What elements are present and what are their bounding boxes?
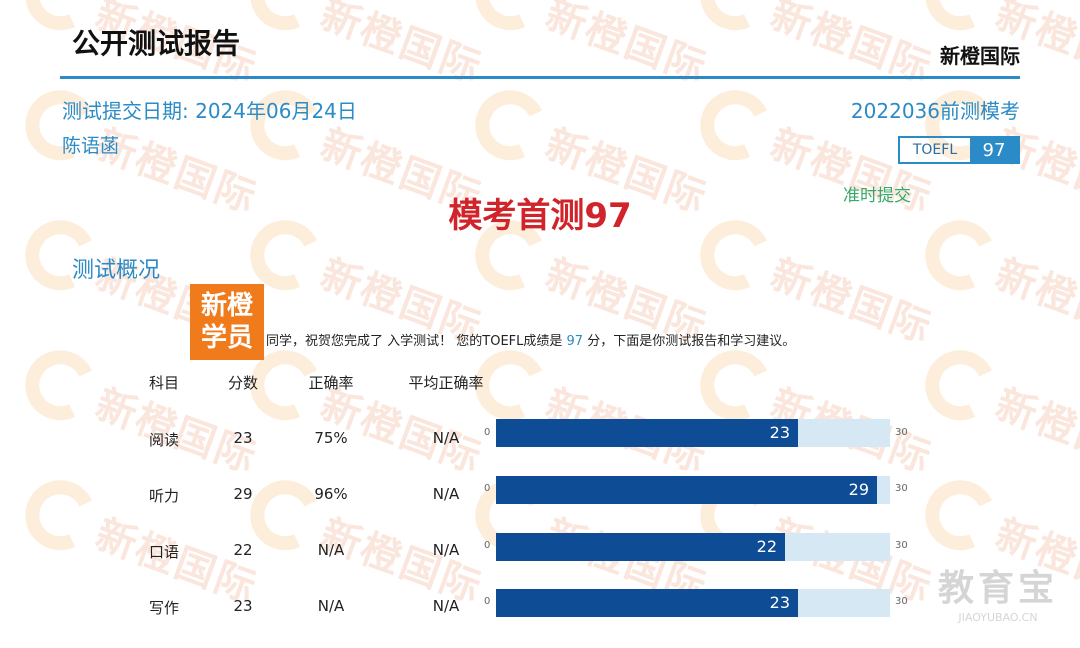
score-bar-label: 22	[756, 537, 777, 556]
section-title: 测试概况	[72, 258, 161, 283]
rate-cell: 96%	[314, 485, 348, 503]
watermark-text: 新橙国际	[989, 251, 1080, 353]
rate-cell: 75%	[314, 429, 348, 447]
score-cell: 22	[233, 541, 253, 559]
submission-status: 准时提交	[843, 186, 911, 206]
avg-rate-cell: N/A	[432, 485, 460, 503]
corner-watermark-url: JIAOYUBAO.CN	[958, 611, 1038, 624]
header-divider	[60, 76, 1020, 79]
watermark-text: 新橙国际	[764, 0, 939, 93]
avg-rate-cell: N/A	[432, 541, 460, 559]
header-subject: 科目	[148, 374, 179, 392]
watermark-text: 新橙国际	[314, 0, 489, 93]
score-cell: 29	[233, 485, 253, 503]
score-bar	[496, 476, 877, 504]
bar-max-label: 30	[895, 483, 908, 494]
watermark-logo: 新橙国际	[240, 0, 493, 100]
bar-min-label: 0	[484, 427, 491, 438]
submit-date: 测试提交日期: 2024年06月24日	[62, 99, 357, 123]
badge-line-1: 新橙	[200, 291, 253, 321]
watermark-logo: 新橙国际	[915, 340, 1080, 489]
header-score: 分数	[227, 374, 258, 392]
bar-min-label: 0	[484, 596, 491, 607]
header-avg-rate: 平均正确率	[408, 374, 484, 392]
bar-max-label: 30	[895, 596, 908, 607]
orange-logo-icon	[465, 80, 556, 171]
subject-cell: 听力	[148, 487, 179, 505]
rate-cell: N/A	[317, 541, 345, 559]
orange-logo-icon	[240, 0, 331, 41]
watermark-logo: 新橙国际	[690, 0, 943, 100]
score-bar-track: 23	[496, 419, 890, 447]
orange-logo-icon	[690, 340, 781, 431]
header-rate: 正确率	[308, 374, 354, 392]
orange-logo-icon	[690, 0, 781, 41]
orange-logo-icon	[915, 340, 1006, 431]
score-bar	[496, 533, 785, 561]
headline: 模考首测97	[448, 196, 632, 236]
watermark-text: 新橙国际	[989, 381, 1080, 483]
score-cell: 23	[233, 597, 253, 615]
subject-cell: 口语	[148, 543, 179, 561]
intro-score: 97	[566, 334, 584, 349]
score-cell: 23	[233, 429, 253, 447]
student-name: 陈语菡	[62, 135, 120, 157]
avg-rate-cell: N/A	[432, 429, 460, 447]
watermark-logo: 新橙国际	[15, 340, 268, 489]
score-bar	[496, 419, 798, 447]
avg-rate-cell: N/A	[432, 597, 460, 615]
score-bar-label: 23	[769, 593, 790, 612]
student-badge: 新橙 学员	[190, 284, 264, 360]
badge-line-2: 学员	[200, 323, 253, 353]
bar-min-label: 0	[484, 540, 491, 551]
page-title: 公开测试报告	[72, 27, 241, 60]
orange-logo-icon	[240, 80, 331, 171]
total-score-box: TOEFL 97	[898, 136, 1020, 164]
intro-post: 分，下面是你测试报告和学习建议。	[583, 334, 796, 349]
orange-logo-icon	[690, 80, 781, 171]
watermark-logo: 新橙国际	[465, 0, 718, 100]
score-bar-label: 23	[769, 423, 790, 442]
bar-max-label: 30	[895, 540, 908, 551]
score-bar-track: 22	[496, 533, 890, 561]
bar-min-label: 0	[484, 483, 491, 494]
rate-cell: N/A	[317, 597, 345, 615]
intro-text: 同学，祝贺您完成了 入学测试！ 您的TOEFL成绩是 97 分，下面是你测试报告…	[266, 330, 795, 349]
brand-name: 新橙国际	[940, 44, 1020, 68]
watermark-logo: 新橙国际	[240, 340, 493, 489]
corner-watermark-text: 教育宝	[937, 568, 1058, 609]
watermark-logo: 新橙国际	[690, 340, 943, 489]
orange-logo-icon	[915, 0, 1006, 41]
subject-cell: 写作	[148, 599, 179, 617]
orange-logo-icon	[915, 470, 1006, 561]
orange-logo-icon	[15, 340, 106, 431]
intro-pre: 同学，祝贺您完成了 入学测试！ 您的TOEFL成绩是	[266, 334, 567, 349]
watermark-logo: 新橙国际	[465, 340, 718, 489]
orange-logo-icon	[465, 0, 556, 41]
score-bar-track: 29	[496, 476, 890, 504]
subject-cell: 阅读	[148, 431, 179, 449]
exam-name: 2022036前测模考	[850, 99, 1020, 123]
bar-max-label: 30	[895, 427, 908, 438]
watermark-text: 新橙国际	[539, 0, 714, 93]
corner-watermark: 教育宝 JIAOYUBAO.CN	[938, 559, 1058, 624]
score-bar-label: 29	[848, 480, 869, 499]
score-bar	[496, 589, 798, 617]
score-box-value: 97	[970, 138, 1018, 162]
score-box-label: TOEFL	[912, 142, 958, 158]
orange-logo-icon	[15, 470, 106, 561]
score-bar-track: 23	[496, 589, 890, 617]
